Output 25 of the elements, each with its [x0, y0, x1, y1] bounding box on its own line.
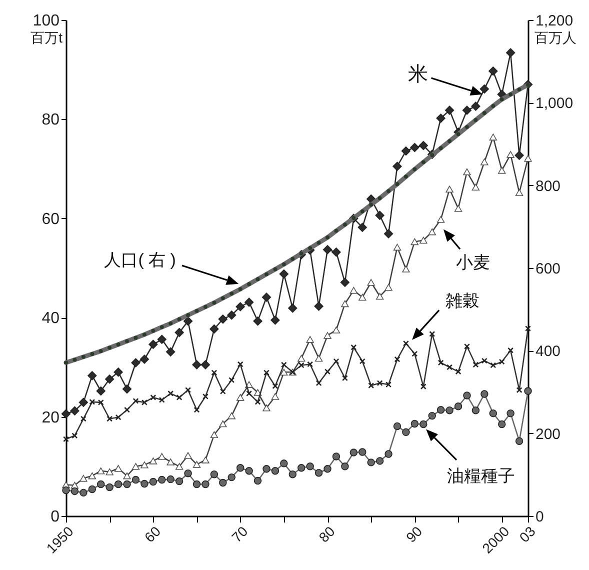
x-tick-label: 70	[228, 522, 251, 546]
y-tick-label: 0	[50, 508, 60, 526]
y-tick-label: 40	[42, 310, 60, 328]
x-tick-label: 90	[402, 522, 426, 546]
y-tick-label: 60	[42, 210, 60, 228]
x-tick-label: 60	[141, 522, 164, 546]
y2-axis-title: 百万人	[534, 30, 576, 46]
y-tick-label: 20	[42, 409, 60, 426]
y2-tick-label: 600	[536, 260, 561, 278]
series-label: 油糧種子	[446, 466, 515, 486]
y2-tick-label: 400	[536, 343, 561, 360]
x-tick-label: 80	[316, 522, 338, 546]
y2-tick-label: 1,000	[536, 95, 574, 112]
series-label: 小麦	[456, 253, 490, 272]
y2-tick-label: 1,200	[536, 12, 574, 30]
y-tick-label: 80	[42, 112, 60, 129]
y2-tick-label: 800	[536, 178, 561, 195]
series-label: 米	[408, 64, 428, 86]
y-tick-label: 100	[32, 12, 60, 30]
x-tick-label: 03	[516, 522, 539, 546]
series-label: 雑穀	[446, 292, 480, 311]
y2-tick-label: 0	[536, 508, 544, 526]
y2-tick-label: 200	[536, 426, 561, 443]
text: 人口( 右 )	[104, 250, 176, 270]
y-axis-title: 百万t	[30, 30, 63, 46]
